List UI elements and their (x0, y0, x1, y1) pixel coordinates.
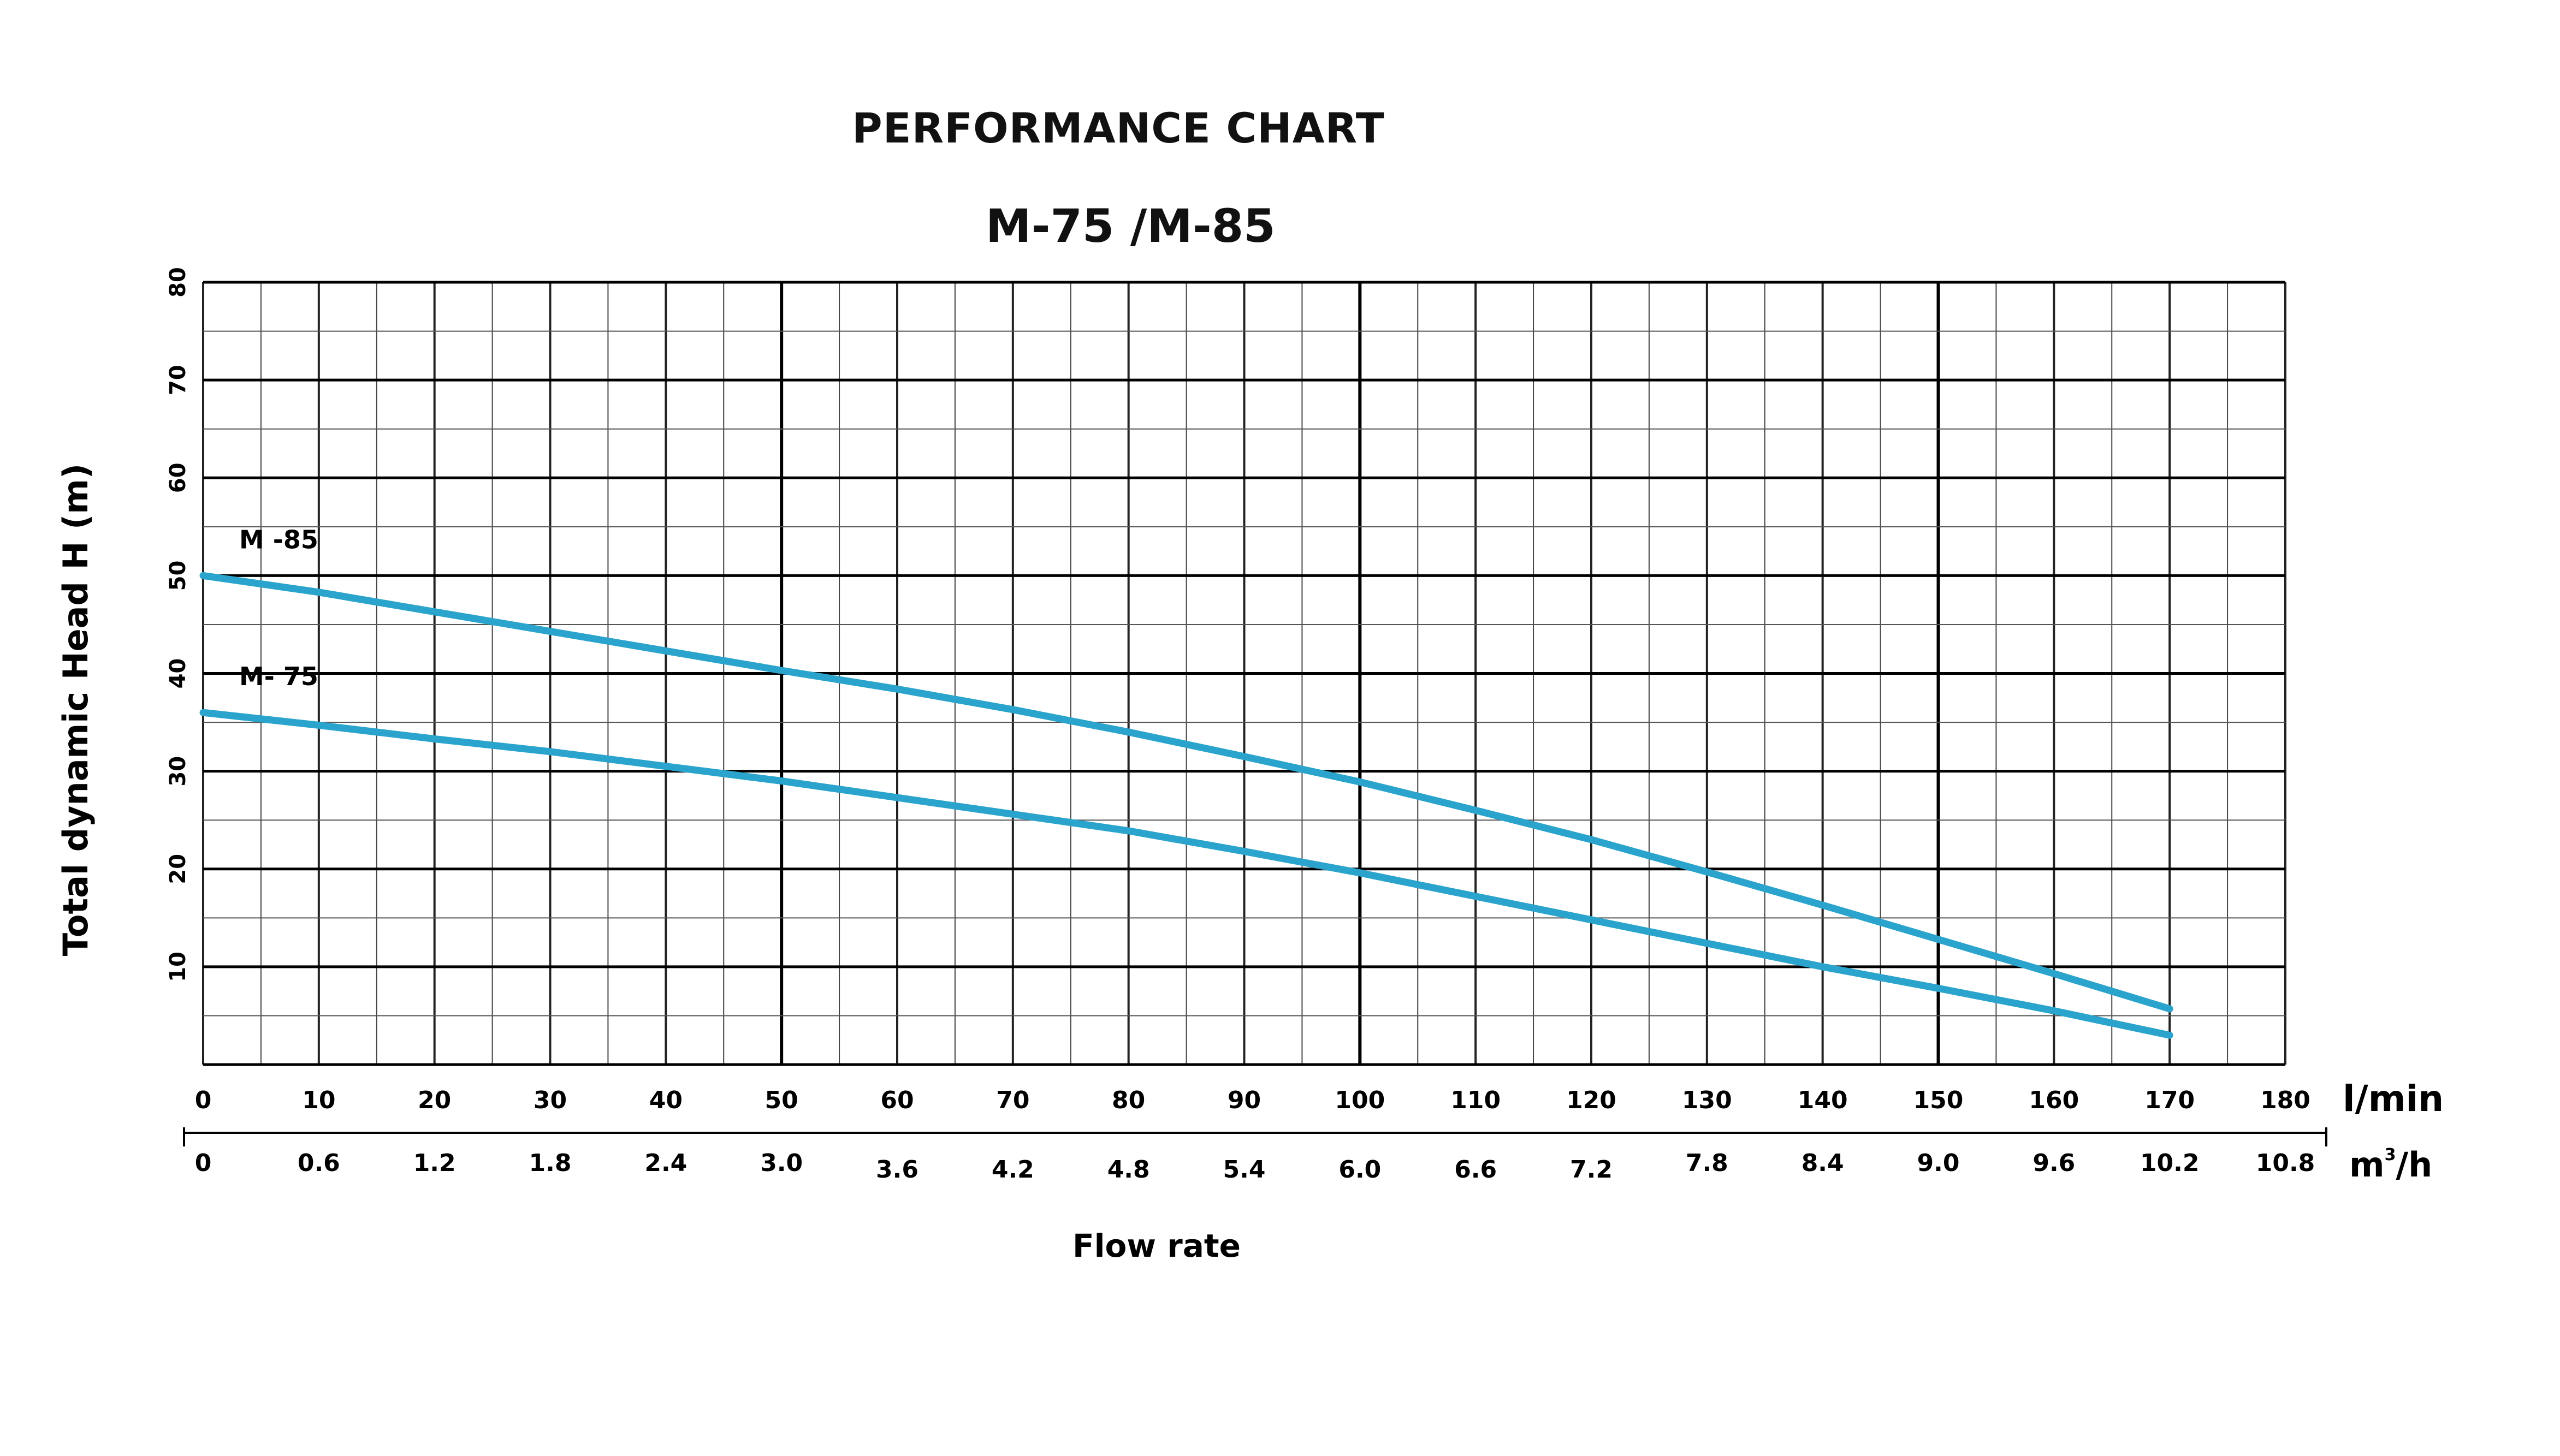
x-tick-label-lmin: 70 (996, 1086, 1029, 1114)
x-tick-label-lmin: 60 (880, 1086, 914, 1114)
chart-subtitle: M-75 /M-85 (986, 199, 1276, 253)
y-tick-label: 10 (165, 952, 191, 982)
x-tick-label-m3h: 6.0 (1338, 1156, 1381, 1184)
y-tick-label: 40 (165, 658, 191, 689)
y-tick-label: 50 (165, 561, 191, 591)
x-tick-label-lmin: 120 (1566, 1086, 1616, 1114)
x-tick-label-lmin: 110 (1450, 1086, 1501, 1114)
x-axis-label: Flow rate (1072, 1227, 1241, 1264)
x-tick-label-lmin: 140 (1798, 1086, 1848, 1114)
chart-title: PERFORMANCE CHART (852, 104, 1385, 152)
x-tick-label-m3h: 9.0 (1917, 1149, 1960, 1177)
y-tick-label: 80 (165, 267, 191, 298)
x-tick-label-lmin: 40 (649, 1086, 683, 1114)
x-tick-label-m3h: 0.6 (298, 1149, 340, 1177)
x-unit-lmin: l/min (2343, 1078, 2444, 1120)
x-tick-label-m3h: 6.6 (1454, 1156, 1497, 1184)
x-tick-label-lmin: 150 (1913, 1086, 1964, 1114)
x-tick-label-m3h: 4.8 (1107, 1156, 1150, 1184)
x-tick-label-lmin: 50 (765, 1086, 798, 1114)
x-tick-label-lmin: 160 (2029, 1086, 2079, 1114)
x-tick-label-lmin: 10 (302, 1086, 335, 1114)
x-tick-label-lmin: 100 (1335, 1086, 1385, 1114)
x-tick-label-m3h: 0 (195, 1149, 212, 1177)
x-tick-label-m3h: 10.2 (2140, 1149, 2200, 1177)
x-tick-label-m3h: 4.2 (992, 1156, 1034, 1184)
series-line (199, 709, 2173, 1039)
x-tick-label-m3h: 9.6 (2032, 1149, 2075, 1177)
y-tick-label: 70 (165, 365, 191, 395)
x-tick-label-m3h: 5.4 (1223, 1156, 1266, 1184)
x-tick-label-m3h: 7.8 (1686, 1149, 1728, 1177)
x-tick-label-lmin: 0 (195, 1086, 212, 1114)
series-label: M- 75 (239, 662, 318, 691)
series-label: M -85 (239, 525, 318, 554)
x-unit-m3h: m3/h (2349, 1145, 2432, 1185)
x-tick-label-lmin: 130 (1682, 1086, 1732, 1114)
x-tick-label-lmin: 90 (1228, 1086, 1261, 1114)
x-tick-label-m3h: 2.4 (644, 1149, 687, 1177)
x-tick-label-lmin: 20 (418, 1086, 451, 1114)
y-tick-label: 20 (165, 854, 191, 884)
y-tick-label: 30 (165, 756, 191, 787)
x-tick-label-m3h: 1.2 (413, 1149, 456, 1177)
x-tick-label-m3h: 3.6 (876, 1156, 918, 1184)
x-tick-label-m3h: 7.2 (1570, 1156, 1613, 1184)
x-tick-label-m3h: 1.8 (529, 1149, 572, 1177)
x-tick-label-lmin: 180 (2260, 1086, 2310, 1114)
x-tick-label-m3h: 8.4 (1802, 1149, 1844, 1177)
y-tick-label: 60 (165, 462, 191, 493)
x-tick-label-lmin: 30 (534, 1086, 567, 1114)
series-line (199, 572, 2173, 1013)
y-axis-label: Total dynamic Head H (m) (56, 463, 96, 956)
x-tick-label-m3h: 3.0 (760, 1149, 803, 1177)
x-tick-label-m3h: 10.8 (2256, 1149, 2315, 1177)
x-tick-label-lmin: 80 (1112, 1086, 1145, 1114)
x-tick-label-lmin: 170 (2144, 1086, 2195, 1114)
